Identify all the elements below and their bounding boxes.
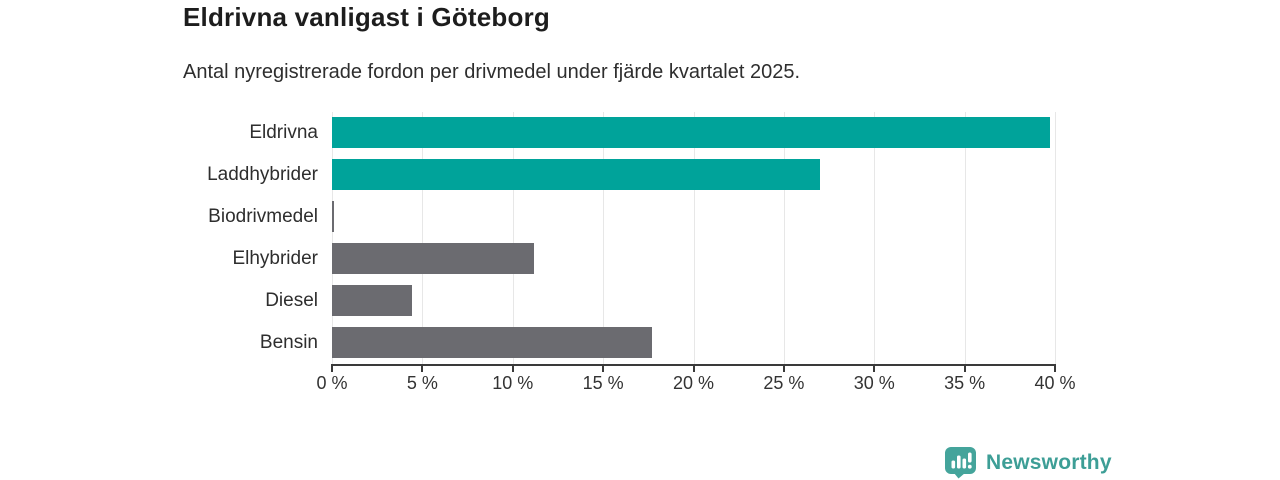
- y-axis-label: Laddhybrider: [207, 164, 318, 185]
- gridline: [603, 112, 605, 364]
- x-axis-tick-label: 15 %: [582, 373, 624, 393]
- y-axis-label: Biodrivmedel: [208, 206, 318, 227]
- bar: [332, 159, 821, 190]
- x-axis-tick: [873, 364, 876, 372]
- x-axis-tick: [602, 364, 605, 372]
- bar-row: [332, 322, 1055, 364]
- x-axis-tick: [963, 364, 966, 372]
- gridline: [964, 112, 966, 364]
- gridline: [422, 112, 424, 364]
- gridline: [512, 112, 514, 364]
- bar-row: [332, 196, 1055, 238]
- y-axis-label: Elhybrider: [232, 248, 318, 269]
- bar: [332, 243, 535, 274]
- gridline: [1055, 112, 1056, 364]
- brand-footer: Newsworthy: [944, 446, 1112, 479]
- chart-subtitle: Antal nyregistrerade fordon per drivmede…: [183, 61, 801, 83]
- bar-row: [332, 280, 1055, 322]
- x-axis-tick-label: 30 %: [853, 373, 895, 393]
- x-axis-tick-label: 5 %: [406, 373, 438, 393]
- y-axis-label: Eldrivna: [249, 122, 318, 143]
- x-axis-tick: [331, 364, 333, 372]
- bar: [332, 201, 334, 232]
- bar-row: [332, 154, 1055, 196]
- chart-title: Eldrivna vanligast i Göteborg: [183, 2, 550, 32]
- x-axis-tick: [511, 364, 514, 372]
- bar-row: [332, 238, 1055, 280]
- gridline: [874, 112, 876, 364]
- brand-name: Newsworthy: [986, 450, 1112, 474]
- x-axis-tick: [782, 364, 785, 372]
- y-axis-label: Diesel: [265, 290, 318, 311]
- x-axis-tick: [421, 364, 424, 372]
- x-axis-tick-label: 0 %: [316, 373, 348, 393]
- x-axis-tick: [1054, 364, 1056, 372]
- x-axis-tick-label: 10 %: [492, 373, 534, 393]
- bar: [332, 327, 652, 358]
- gridline: [693, 112, 695, 364]
- bar: [332, 117, 1050, 148]
- newsworthy-logo-icon: [945, 447, 976, 479]
- x-axis-tick-label: 20 %: [672, 373, 715, 393]
- x-axis-tick-label: 40 %: [1034, 373, 1076, 393]
- bar-row: [332, 112, 1055, 154]
- gridline: [783, 112, 785, 364]
- x-axis-tick: [692, 364, 695, 372]
- gridline: [332, 112, 333, 364]
- x-axis-tick-label: 35 %: [944, 373, 986, 393]
- bar-chart-plot-area: [332, 112, 1056, 366]
- bar: [332, 285, 412, 316]
- y-axis-label: Bensin: [259, 332, 318, 353]
- x-axis-tick-label: 25 %: [763, 373, 805, 393]
